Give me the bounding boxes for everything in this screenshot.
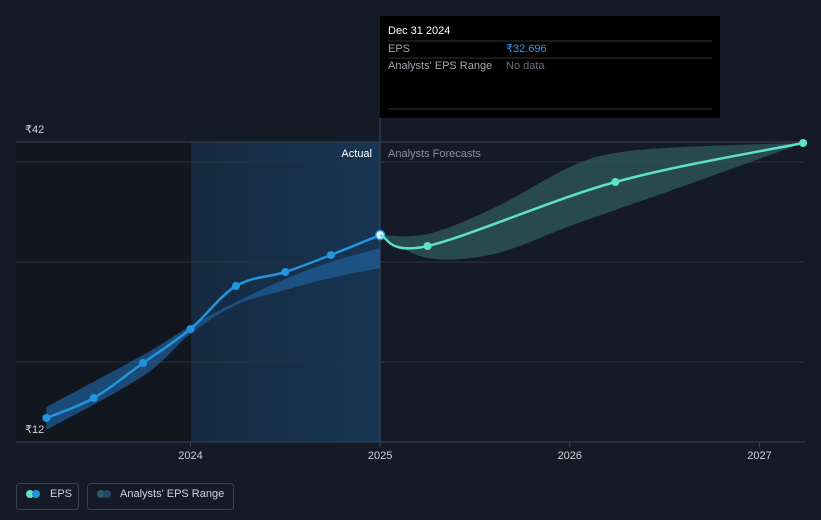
legend-swatch: [32, 490, 40, 498]
point: [89, 394, 98, 402]
y-tick-label: ₹12: [25, 424, 44, 436]
point: [326, 251, 335, 259]
point: [423, 242, 432, 250]
point: [42, 414, 51, 422]
forecast-label: Analysts Forecasts: [388, 148, 481, 160]
tooltip-box: [380, 16, 720, 118]
eps-line: [379, 141, 804, 250]
legend-swatch: [26, 490, 34, 498]
y-tick-label: ₹42: [25, 124, 44, 136]
point: [139, 359, 148, 367]
point: [611, 178, 620, 186]
legend-item[interactable]: [16, 483, 79, 510]
legend-label: EPS: [50, 488, 72, 500]
point: [186, 325, 195, 333]
x-tick-label: 2024: [178, 450, 202, 462]
legend-label: Analysts' EPS Range: [120, 488, 224, 500]
legend-swatch: [103, 490, 111, 498]
tooltip-value: No data: [506, 60, 545, 72]
eps-line: [45, 233, 381, 420]
tooltip: Dec 31 2024 EPS ₹32.696 Analysts' EPS Ra…: [380, 16, 720, 118]
actual-region: [191, 142, 380, 442]
tooltip-label: EPS: [388, 43, 410, 55]
x-tick-label: 2026: [558, 450, 582, 462]
point: [232, 282, 241, 290]
tooltip-label: Analysts' EPS Range: [388, 60, 492, 72]
range-band: [46, 248, 381, 430]
tooltip-value: ₹32.696: [506, 43, 547, 55]
range-band: [380, 143, 804, 260]
x-tick-label: 2027: [747, 450, 771, 462]
x-tick-label: 2025: [368, 450, 392, 462]
point: [281, 268, 290, 276]
legend-item[interactable]: [87, 483, 234, 510]
actual-label: Actual: [341, 148, 372, 160]
legend: EPS Analysts' EPS Range: [16, 483, 234, 510]
point: [799, 139, 808, 147]
tooltip-title: Dec 31 2024: [388, 25, 450, 37]
legend-swatch: [97, 490, 105, 498]
